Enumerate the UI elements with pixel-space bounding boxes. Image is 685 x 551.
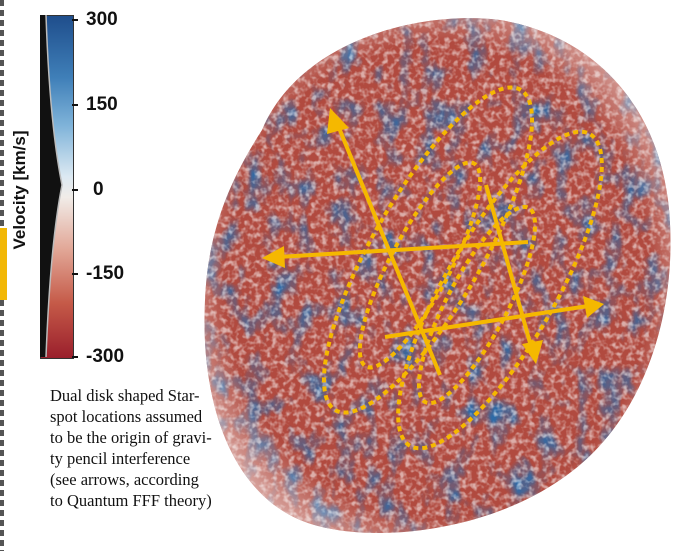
- caption-line: Dual disk shaped Star-: [50, 386, 200, 405]
- arrow-left: [277, 240, 529, 259]
- caption-line: ty pencil interference: [50, 449, 191, 468]
- stellar-disk: [204, 18, 671, 533]
- colorbar-tick-label: 0: [93, 179, 104, 200]
- colorbar-tick: [72, 189, 78, 191]
- arrow-down: [484, 184, 534, 351]
- caption-line: to Quantum FFF theory): [50, 491, 212, 510]
- colorbar-tick: [72, 273, 78, 275]
- colorbar-tick: [72, 104, 78, 106]
- arrow-head: [327, 108, 349, 134]
- colorbar-tick-label: 150: [86, 94, 118, 115]
- arrow-head: [522, 340, 543, 364]
- colorbar-tick-label: 300: [86, 9, 118, 30]
- starspot-ellipse: [396, 129, 604, 451]
- colorbar-tick-label: -300: [86, 346, 125, 367]
- interference-arrows: [262, 108, 604, 376]
- figure-caption: Dual disk shaped Star- spot locations as…: [50, 385, 282, 511]
- left-highlight-marker: [0, 228, 7, 300]
- caption-line: to be the origin of gravi-: [50, 428, 212, 447]
- colorbar-tick: [72, 356, 78, 358]
- colorbar-tick: [72, 19, 78, 21]
- arrow-head: [262, 246, 285, 268]
- arrow-head: [583, 296, 604, 318]
- caption-line: spot locations assumed: [50, 407, 203, 426]
- arrow-right: [384, 304, 589, 339]
- colorbar-tick-label: -150: [86, 263, 125, 284]
- velocity-histogram-overlay: [40, 15, 63, 357]
- caption-line: (see arrows, according: [50, 470, 199, 489]
- starspot-ellipse: [321, 85, 535, 415]
